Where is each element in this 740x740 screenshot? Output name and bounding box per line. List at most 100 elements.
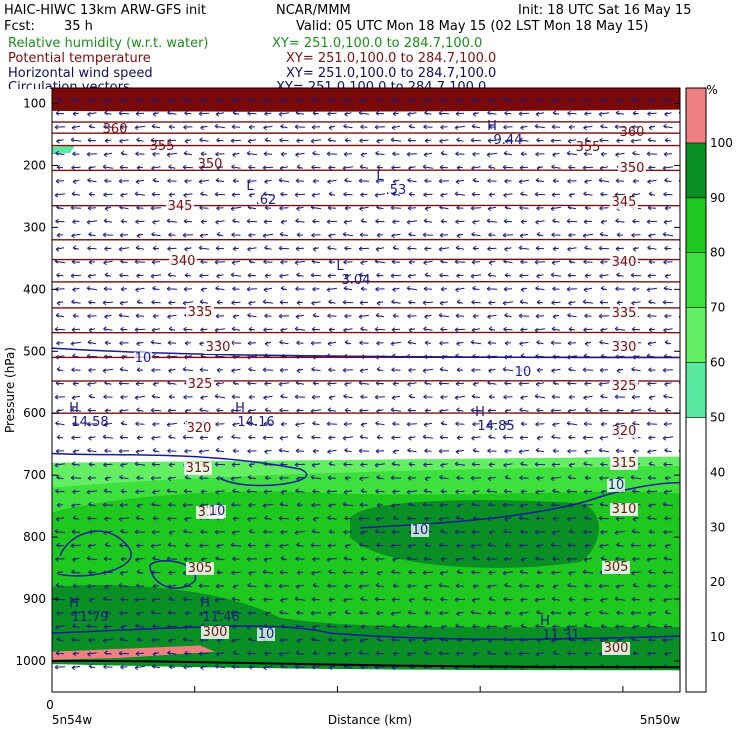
wind-vector-head-1341 [376, 542, 380, 548]
wind-vector-head-18 [328, 97, 332, 103]
wind-vector-head-916 [614, 394, 619, 400]
wind-vector-head-1019 [342, 435, 347, 441]
wind-vector-395 [615, 220, 625, 223]
wind-vector-1477 [647, 585, 657, 587]
wind-vector-head-1281 [54, 528, 59, 534]
wind-vector-head-389 [503, 218, 508, 224]
wind-vector-1334 [279, 544, 289, 547]
wind-vector-head-1148 [487, 476, 492, 482]
wind-vector-141 [390, 139, 402, 142]
wind-vector-head-608 [168, 300, 172, 306]
wind-vector-head-1331 [216, 543, 220, 549]
wind-vector-head-575 [280, 285, 285, 291]
wind-vector-531 [230, 274, 242, 277]
wind-vector-head-1652 [232, 650, 237, 656]
wind-vector-head-602 [71, 299, 75, 305]
wind-vector-823 [422, 368, 434, 372]
wind-vector-head-622 [391, 299, 395, 305]
wind-vector-head-1478 [647, 583, 651, 589]
wind-vector-head-79 [664, 111, 668, 117]
wind-vector-308 [503, 193, 513, 196]
wind-vector-1385 [455, 557, 465, 561]
wind-vector-head-12 [231, 98, 235, 104]
wind-vector-724 [119, 342, 129, 344]
wind-vector-245 [135, 179, 145, 183]
wind-vector-head-1257 [312, 516, 317, 522]
wind-vector-head-559 [664, 273, 669, 279]
wind-vector-367 [166, 220, 178, 223]
wind-vector-head-1423 [408, 569, 412, 575]
wind-vector-head-569 [183, 286, 188, 292]
wind-vector-head-922 [70, 407, 75, 413]
theta-label-left-305: 305 [188, 561, 213, 576]
wind-vector-872 [567, 382, 577, 385]
wind-vector-head-1246 [135, 515, 140, 521]
wind-vector-480 [54, 260, 66, 264]
wind-vector-head-1205 [119, 502, 124, 508]
wind-vector-head-1645 [118, 650, 123, 656]
wind-vector-head-1566 [135, 623, 139, 629]
wind-vector-head-980 [360, 422, 365, 428]
wind-vector-1442 [87, 585, 97, 587]
wind-vector-head-1488 [168, 596, 173, 602]
wind-vector-head-429 [502, 232, 507, 238]
wind-vector-798 [663, 355, 673, 358]
wind-vector-head-1334 [264, 543, 269, 549]
wind-vector-head-294 [263, 191, 267, 197]
wind-vector-head-639 [662, 299, 667, 305]
wind-vector-1238 [662, 503, 674, 507]
wind-vector-head-1172 [232, 488, 236, 494]
wind-vector-head-951 [536, 407, 540, 413]
wind-vector-head-1442 [72, 583, 77, 589]
wind-vector-head-460 [358, 246, 363, 252]
wind-vector-head-1377 [312, 556, 316, 562]
wind-vector-472 [567, 247, 577, 250]
wind-vector-head-1403 [88, 569, 92, 575]
wind-vector-head-1432 [551, 570, 555, 576]
wind-vector-head-315 [600, 191, 604, 197]
wind-vector-1293 [263, 531, 273, 533]
wind-vector-head-653 [247, 312, 251, 318]
wind-vector-head-968 [166, 422, 171, 428]
wind-vector-head-842 [72, 381, 77, 387]
wind-vector-head-1372 [232, 556, 236, 562]
wind-vector-head-4 [102, 98, 107, 104]
wind-vector-head-218 [328, 165, 332, 171]
wind-vector-head-961 [55, 420, 59, 426]
wind-vector-head-25 [439, 96, 444, 102]
wind-vector-head-1493 [248, 596, 253, 602]
wind-vector-head-1096 [294, 462, 299, 468]
wind-vector-932 [247, 409, 257, 412]
wind-vector-427 [488, 234, 496, 236]
wind-vector-head-1513 [568, 596, 573, 602]
wind-vector-294 [280, 193, 288, 196]
wind-vector-151 [550, 139, 562, 142]
wind-vector-head-1119 [663, 461, 667, 467]
colorbar-label-30: 30 [710, 520, 725, 534]
legend-vector-xy: XY= 251.0,100.0 to 284.7,100.0 [276, 80, 487, 89]
wind-vector-904 [440, 396, 448, 398]
wind-vector-1023 [422, 436, 434, 439]
wind-vector-705 [454, 328, 466, 331]
wind-vector-head-708 [488, 326, 493, 332]
wind-vector-542 [407, 274, 417, 277]
wind-vector-557 [647, 274, 657, 277]
wind-vector-head-1352 [550, 542, 555, 548]
wind-vector-head-1207 [151, 501, 155, 507]
wind-vector-1332 [247, 544, 257, 547]
wind-vector-head-822 [391, 367, 395, 373]
theta-label-left-350: 350 [198, 157, 223, 172]
isotach-label-bg-2 [208, 505, 226, 518]
wind-vector-head-664 [424, 314, 428, 320]
wind-vector-head-1067 [472, 447, 477, 453]
wind-vector-head-1209 [182, 502, 187, 508]
wind-vector-70 [535, 112, 545, 115]
wind-vector-head-46 [135, 111, 140, 117]
wind-vector-head-250 [198, 179, 203, 185]
wind-vector-head-584 [423, 286, 428, 292]
wind-vector-673 [584, 315, 592, 317]
wind-vector-head-1338 [327, 543, 332, 549]
wind-vector-head-744 [424, 340, 429, 346]
wind-vector-head-441 [55, 246, 60, 252]
wind-vector-254 [278, 179, 290, 183]
